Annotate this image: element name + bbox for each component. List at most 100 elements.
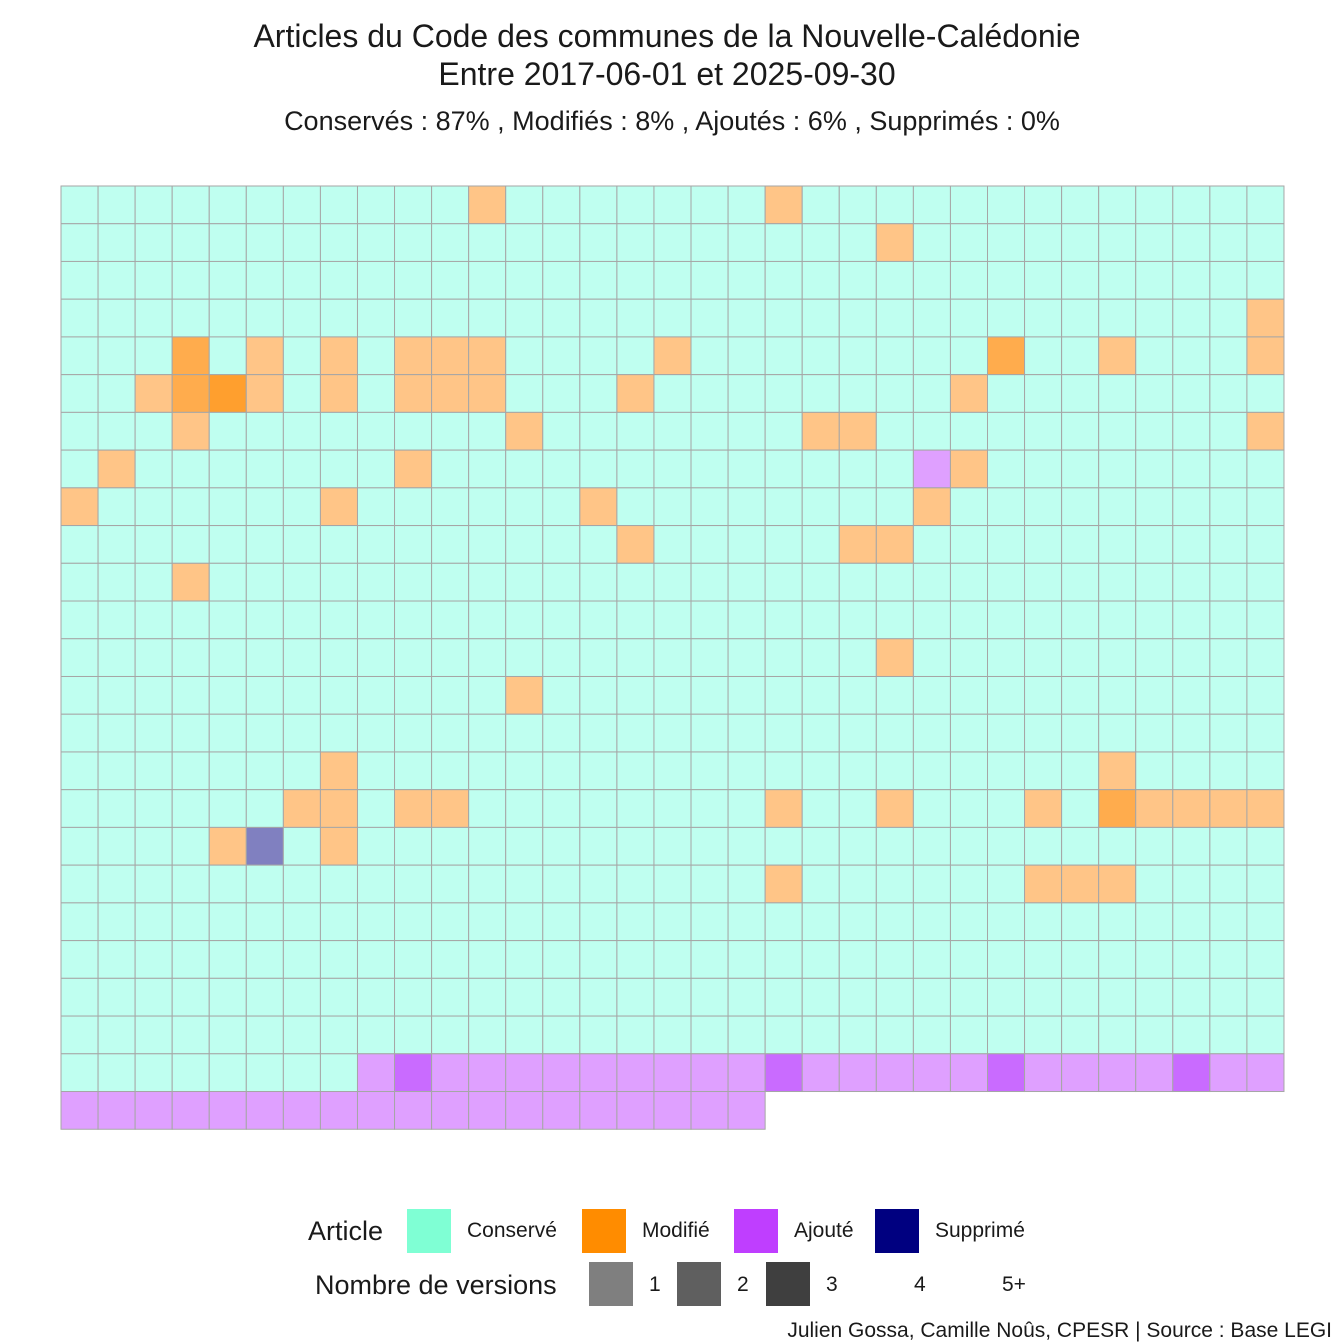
cell-conserve-r14-c30 [1172, 713, 1211, 753]
cell-conserve-r9-c28 [1098, 525, 1137, 564]
cell-conserve-r19-c26 [1024, 902, 1063, 942]
cell-modifie-r7-c24 [949, 449, 989, 489]
cell-modifie-r8-c0 [60, 487, 99, 527]
cell-ajoute-r23-c27 [1061, 1053, 1100, 1093]
cell-conserve-r1-c3 [171, 223, 210, 262]
cell-conserve-r13-c21 [838, 675, 877, 715]
cell-conserve-r9-c6 [282, 525, 321, 564]
cell-conserve-r5-c32 [1246, 374, 1285, 413]
cell-conserve-r6-c10 [431, 411, 470, 451]
cell-conserve-r19-c10 [431, 902, 470, 942]
cell-conserve-r11-c14 [579, 600, 618, 640]
cell-conserve-r13-c25 [987, 675, 1026, 715]
cell-conserve-r21-c22 [875, 977, 914, 1017]
cell-ajoute-r23-c16 [653, 1053, 692, 1093]
cell-conserve-r19-c25 [987, 902, 1026, 942]
cell-conserve-r11-c23 [912, 600, 951, 640]
cell-conserve-r22-c12 [505, 1015, 544, 1055]
cell-conserve-r3-c4 [208, 298, 247, 338]
cell-conserve-r12-c20 [801, 638, 840, 677]
cell-conserve-r0-c7 [319, 185, 358, 225]
cell-ajoute-r23-c28 [1098, 1053, 1137, 1093]
legend-label-versions-3: 3 [826, 1273, 838, 1296]
cell-ajoute-r23-c13 [542, 1053, 581, 1093]
cell-conserve-r10-c31 [1209, 562, 1248, 602]
cell-conserve-r0-c15 [616, 185, 655, 225]
legend-label-conserve: Conservé [467, 1219, 557, 1242]
cell-conserve-r23-c7 [319, 1053, 358, 1093]
cell-conserve-r10-c13 [542, 562, 581, 602]
source-caption: Julien Gossa, Camille Noûs, CPESR | Sour… [787, 1319, 1332, 1342]
cell-conserve-r22-c13 [542, 1015, 581, 1055]
cell-conserve-r3-c31 [1209, 298, 1248, 338]
cell-conserve-r22-c2 [134, 1015, 173, 1055]
cell-conserve-r15-c31 [1209, 751, 1248, 791]
cell-conserve-r13-c16 [653, 675, 692, 715]
cell-ajoute-r23-c30 [1172, 1053, 1211, 1093]
cell-supprime-r17-c5 [245, 826, 284, 866]
cell-conserve-r10-c5 [245, 562, 284, 602]
cell-conserve-r20-c25 [987, 940, 1026, 979]
cell-conserve-r10-c32 [1246, 562, 1285, 602]
cell-ajoute-r24-c13 [542, 1091, 581, 1130]
cell-conserve-r22-c14 [579, 1015, 618, 1055]
legend-key-supprime [875, 1209, 919, 1253]
cell-conserve-r12-c0 [60, 638, 99, 677]
cell-conserve-r14-c24 [949, 713, 989, 753]
cell-conserve-r20-c15 [616, 940, 655, 979]
cell-conserve-r19-c30 [1172, 902, 1211, 942]
cell-conserve-r7-c18 [727, 449, 766, 489]
cell-conserve-r22-c1 [97, 1015, 136, 1055]
cell-conserve-r10-c15 [616, 562, 655, 602]
cell-conserve-r21-c30 [1172, 977, 1211, 1017]
cell-conserve-r17-c3 [171, 826, 210, 866]
cell-conserve-r6-c14 [579, 411, 618, 451]
cell-conserve-r3-c29 [1135, 298, 1174, 338]
cell-conserve-r15-c30 [1172, 751, 1211, 791]
cell-conserve-r13-c1 [97, 675, 136, 715]
cell-conserve-r20-c7 [319, 940, 358, 979]
cell-conserve-r20-c32 [1246, 940, 1285, 979]
cell-conserve-r13-c28 [1098, 675, 1137, 715]
cell-conserve-r21-c21 [838, 977, 877, 1017]
cell-conserve-r6-c1 [97, 411, 136, 451]
cell-conserve-r5-c19 [764, 374, 803, 413]
cell-conserve-r6-c4 [208, 411, 247, 451]
cell-conserve-r18-c31 [1209, 864, 1248, 904]
cell-conserve-r6-c15 [616, 411, 655, 451]
cell-conserve-r19-c16 [653, 902, 692, 942]
cell-conserve-r0-c22 [875, 185, 914, 225]
cell-conserve-r9-c14 [579, 525, 618, 564]
cell-conserve-r20-c4 [208, 940, 247, 979]
cell-ajoute-r24-c3 [171, 1091, 210, 1130]
cell-conserve-r18-c20 [801, 864, 840, 904]
cell-conserve-r17-c1 [97, 826, 136, 866]
cell-conserve-r2-c5 [245, 260, 284, 300]
cell-conserve-r8-c15 [616, 487, 655, 527]
cell-conserve-r14-c22 [875, 713, 914, 753]
cell-conserve-r7-c3 [171, 449, 210, 489]
cell-conserve-r21-c27 [1061, 977, 1100, 1017]
cell-conserve-r11-c6 [282, 600, 321, 640]
cell-conserve-r22-c18 [727, 1015, 766, 1055]
legend-label-versions-2: 2 [737, 1273, 749, 1296]
cell-conserve-r9-c19 [764, 525, 803, 564]
cell-conserve-r10-c6 [282, 562, 321, 602]
cell-conserve-r18-c22 [875, 864, 914, 904]
cell-conserve-r13-c24 [949, 675, 989, 715]
cell-conserve-r2-c24 [949, 260, 989, 300]
cell-conserve-r0-c4 [208, 185, 247, 225]
cell-conserve-r21-c2 [134, 977, 173, 1017]
cell-conserve-r21-c20 [801, 977, 840, 1017]
cell-conserve-r20-c12 [505, 940, 544, 979]
cell-conserve-r22-c25 [987, 1015, 1026, 1055]
cell-conserve-r2-c30 [1172, 260, 1211, 300]
cell-conserve-r6-c8 [356, 411, 396, 451]
cell-conserve-r2-c21 [838, 260, 877, 300]
cell-conserve-r11-c27 [1061, 600, 1100, 640]
cell-conserve-r9-c24 [949, 525, 989, 564]
cell-conserve-r13-c4 [208, 675, 247, 715]
cell-conserve-r10-c8 [356, 562, 396, 602]
cell-conserve-r23-c6 [282, 1053, 321, 1093]
cell-conserve-r9-c18 [727, 525, 766, 564]
